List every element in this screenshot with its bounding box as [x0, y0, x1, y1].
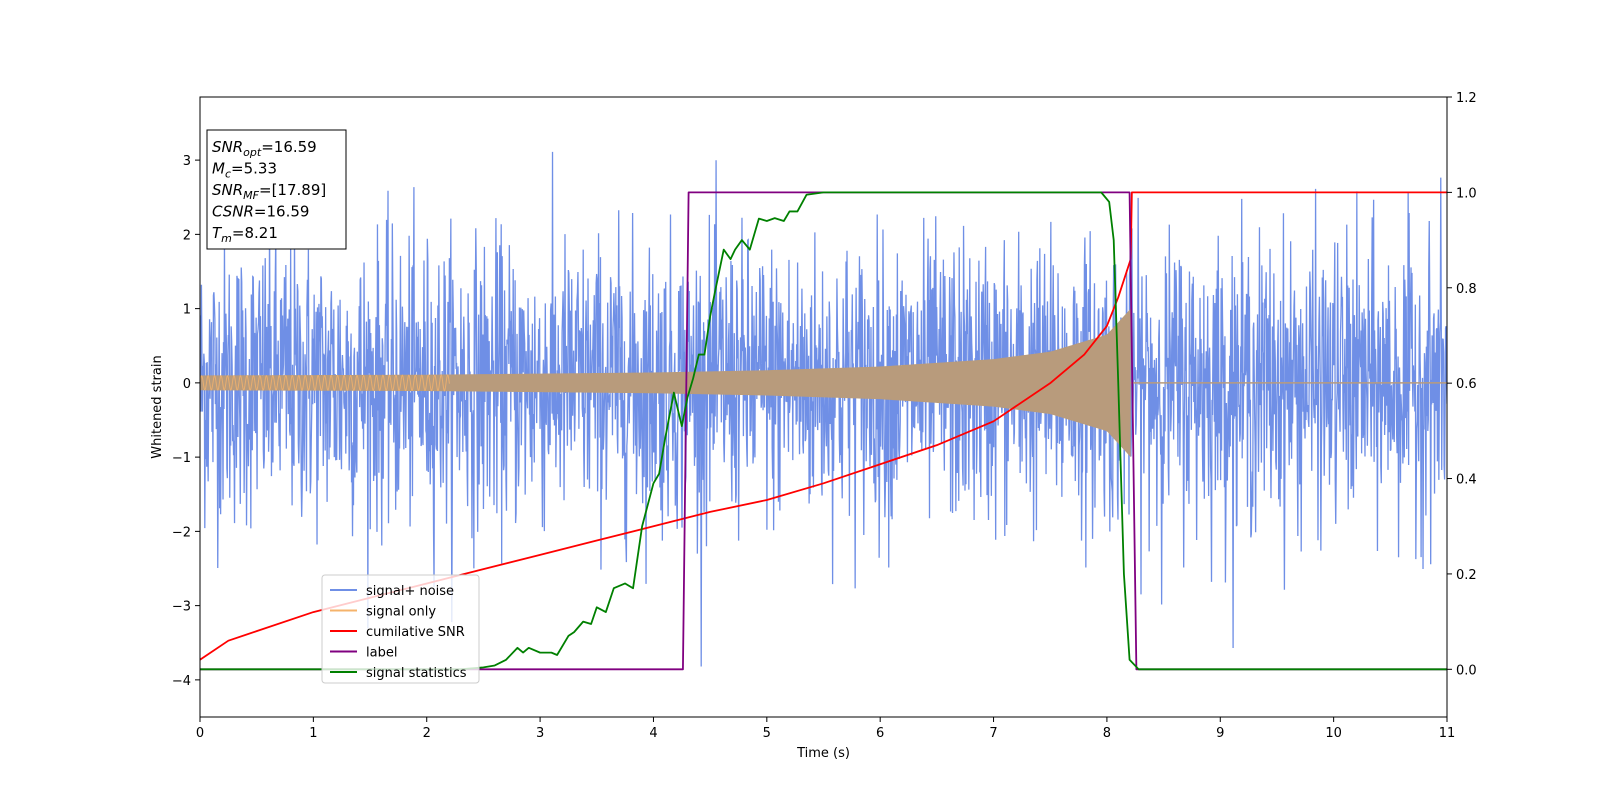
x-tick-label: 2	[423, 726, 431, 741]
info-line: CSNR=16.59	[212, 203, 309, 221]
info-box-frame	[206, 129, 347, 250]
info-line: Mc=5.33	[212, 160, 277, 181]
y-right-tick-label: 0.6	[1456, 377, 1477, 392]
legend-item: label	[330, 646, 397, 661]
y-axis-label: Whitened strain	[150, 355, 165, 458]
y-left-tick-label: 0	[183, 377, 191, 392]
legend-frame	[321, 574, 480, 684]
y-right-tick-label: 0.4	[1456, 473, 1477, 488]
legend-item: signal only	[330, 605, 436, 620]
x-tick-label: 5	[763, 726, 771, 741]
x-tick-label: 10	[1325, 726, 1342, 741]
legend-label: cumilative SNR	[366, 625, 465, 640]
y-right-tick-label: 1.0	[1456, 186, 1477, 201]
info-line: Tm=8.21	[212, 224, 278, 245]
y-left-tick-label: 2	[183, 228, 191, 243]
y-left-tick-label: −4	[172, 674, 191, 689]
legend-label: label	[366, 646, 397, 661]
legend-label: signal statistics	[366, 666, 467, 681]
x-tick-label: 8	[1103, 726, 1111, 741]
series-signal-statistics	[200, 191, 1447, 671]
y-axis-left-ticks: −4 −3 −2 −1 0 1 2 3	[172, 154, 200, 689]
y-right-tick-label: 0.8	[1456, 282, 1477, 297]
y-axis-right-ticks: 0.0 0.2 0.4 0.6 0.8 1.0 1.2	[1447, 91, 1477, 678]
legend-label: signal+ noise	[366, 584, 454, 599]
y-right-tick-label: 1.2	[1456, 91, 1477, 106]
y-left-tick-label: 3	[183, 154, 191, 169]
x-tick-label: 1	[309, 726, 317, 741]
y-left-tick-label: −1	[172, 451, 191, 466]
y-right-tick-label: 0.0	[1456, 663, 1477, 678]
x-axis-label: Time (s)	[796, 746, 850, 761]
legend-item: signal+ noise	[330, 584, 454, 599]
x-tick-label: 4	[649, 726, 657, 741]
x-tick-label: 3	[536, 726, 544, 741]
y-left-tick-label: −2	[172, 525, 191, 540]
y-left-tick-label: −3	[172, 600, 191, 615]
legend: signal+ noise signal only cumilative SNR la…	[321, 574, 480, 684]
legend-label: signal only	[366, 605, 436, 620]
info-line: SNRMF=[17.89]	[212, 181, 326, 202]
x-tick-label: 6	[876, 726, 884, 741]
legend-item: cumilative SNR	[330, 625, 465, 640]
x-axis-ticks: 0 1 2 3 4 5 6 7 8 9 10 11	[196, 717, 1455, 741]
y-left-tick-label: 1	[183, 303, 191, 318]
x-tick-label: 9	[1216, 726, 1224, 741]
series-signal-only	[200, 374, 450, 392]
info-line: SNRopt=16.59	[212, 138, 317, 159]
series-signal-only-band	[200, 308, 1131, 458]
y-right-tick-label: 0.2	[1456, 568, 1477, 583]
plot-frame	[199, 96, 1448, 718]
x-tick-label: 0	[196, 726, 204, 741]
x-tick-label: 11	[1439, 726, 1456, 741]
x-tick-label: 7	[989, 726, 997, 741]
info-box: SNRopt=16.59Mc=5.33SNRMF=[17.89]CSNR=16.…	[206, 129, 347, 250]
legend-item: signal statistics	[330, 666, 467, 681]
